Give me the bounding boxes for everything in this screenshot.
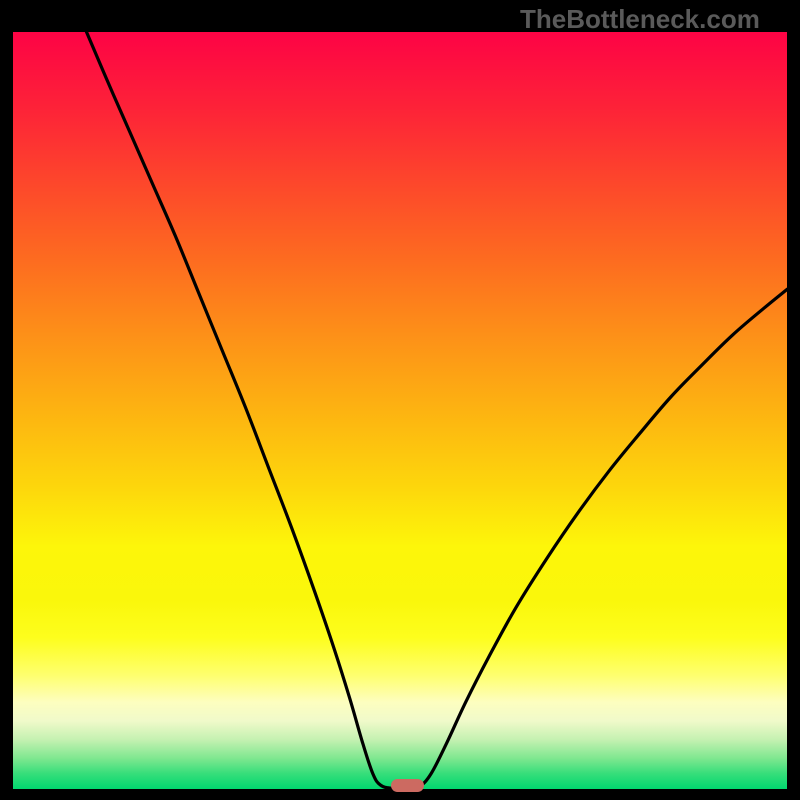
watermark-text: TheBottleneck.com [520,4,760,35]
plot-svg [13,32,787,789]
gradient-background [13,32,787,789]
chart-marker [391,779,424,792]
chart-container: TheBottleneck.com [0,0,800,800]
plot-area [13,32,787,789]
